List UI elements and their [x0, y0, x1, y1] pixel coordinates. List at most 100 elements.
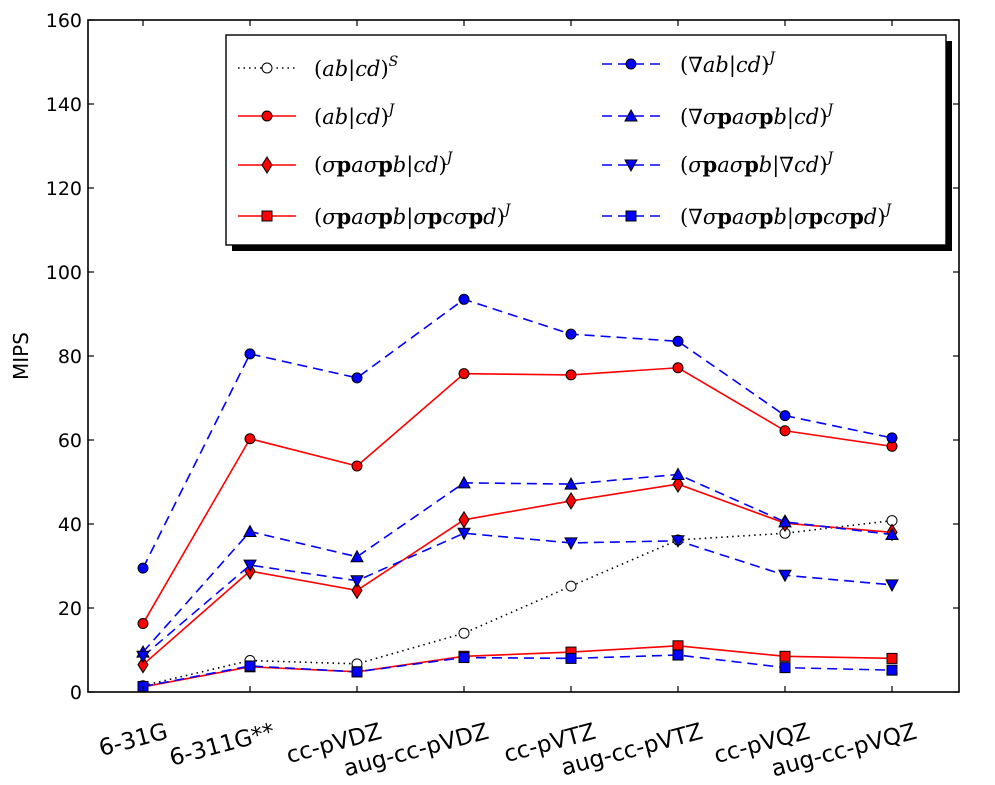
data-point — [672, 335, 684, 347]
data-point — [458, 510, 470, 529]
legend-entry-0: (ab|cd)S — [238, 54, 398, 82]
data-point — [137, 562, 149, 574]
y-tick-label: 60 — [58, 430, 82, 452]
data-point — [351, 666, 363, 678]
data-point — [564, 477, 578, 490]
y-tick-label: 20 — [58, 598, 82, 620]
legend-label-5: (∇σpaσpb|cd)J — [680, 102, 834, 130]
legend-label-3: (σpaσpb|σpcσpd)J — [314, 202, 512, 230]
legend-entry-7: (∇σpaσpb|σpcσpd)J — [602, 202, 892, 230]
legend-label-1: (ab|cd)J — [314, 102, 396, 130]
legend-marker — [261, 210, 273, 222]
series-line — [142, 519, 893, 687]
series-line — [142, 644, 893, 688]
data-point — [565, 328, 577, 340]
data-point — [672, 649, 684, 661]
data-point — [136, 650, 150, 664]
series-line — [142, 532, 893, 657]
data-point — [243, 524, 257, 538]
data-point — [565, 369, 577, 381]
data-point — [351, 460, 363, 472]
series-line — [142, 366, 893, 624]
data-point — [671, 467, 685, 480]
data-point — [350, 549, 364, 563]
y-tick-label: 100 — [46, 262, 82, 284]
series-line — [142, 654, 893, 688]
y-tick-label: 40 — [58, 514, 82, 536]
legend-entry-1: (ab|cd)J — [238, 102, 396, 130]
series-6 — [136, 527, 899, 664]
data-point — [351, 581, 363, 600]
y-tick-label: 0 — [70, 682, 82, 704]
data-point — [458, 368, 470, 380]
data-point — [457, 527, 471, 541]
legend-label-4: (∇ab|cd)J — [680, 50, 776, 78]
data-point — [458, 627, 470, 639]
series-5 — [136, 467, 899, 658]
series-line — [142, 473, 893, 653]
y-axis: 0 20 40 60 80 100 120 140 160 — [46, 10, 959, 704]
legend-label-2: (σpaσpb|cd)J — [314, 150, 454, 178]
legend-entry-4: (∇ab|cd)J — [602, 50, 776, 78]
data-point — [244, 433, 256, 445]
legend-marker — [261, 62, 273, 74]
data-point — [778, 569, 792, 583]
data-point — [351, 372, 363, 384]
legend-label-6: (σpaσpb|∇cd)J — [680, 150, 834, 178]
data-point — [779, 650, 791, 662]
data-point — [565, 580, 577, 592]
legend-marker — [624, 108, 638, 122]
series-4 — [137, 293, 898, 574]
y-tick-label: 80 — [58, 346, 82, 368]
legend-entry-3: (σpaσpb|σpcσpd)J — [238, 202, 512, 230]
data-point — [779, 425, 791, 437]
data-point — [671, 535, 685, 548]
data-point — [885, 527, 899, 540]
data-point — [350, 575, 364, 588]
data-point — [564, 537, 578, 550]
legend-marker — [624, 159, 638, 173]
data-point — [672, 475, 684, 494]
data-point — [885, 579, 899, 592]
legend-entry-5: (∇σpaσpb|cd)J — [602, 102, 834, 130]
y-tick-label: 120 — [46, 178, 82, 200]
legend-marker — [261, 156, 273, 174]
y-axis-label: MIPS — [9, 332, 33, 380]
data-point — [886, 652, 898, 664]
series-line — [142, 298, 893, 569]
x-tick-label: 6-311G** — [167, 719, 278, 772]
legend-box — [225, 34, 947, 246]
legend-marker — [625, 58, 637, 70]
data-point — [565, 491, 577, 510]
data-point — [244, 660, 256, 672]
data-point — [458, 293, 470, 305]
data-point — [886, 432, 898, 444]
legend-marker — [625, 210, 637, 222]
data-point — [458, 652, 470, 664]
data-point — [886, 664, 898, 676]
data-point — [137, 655, 149, 674]
x-tick-label: 6-31G — [96, 719, 170, 762]
legend-entry-2: (σpaσpb|cd)J — [238, 150, 454, 178]
legend-label-7: (∇σpaσpb|σpcσpd)J — [680, 202, 892, 230]
y-tick-label: 140 — [46, 94, 82, 116]
data-point — [779, 410, 791, 422]
data-point — [672, 362, 684, 374]
y-tick-label: 160 — [46, 10, 82, 32]
series-line — [142, 483, 893, 666]
plot-marks — [136, 293, 899, 693]
legend-label-0: (ab|cd)S — [314, 54, 398, 82]
legend: (ab|cd)S (ab|cd)J (σpaσpb|cd)J (σpaσpb|σ… — [225, 34, 952, 251]
data-point — [779, 662, 791, 674]
data-point — [457, 475, 471, 489]
legend-marker — [261, 110, 273, 122]
series-1 — [137, 362, 898, 630]
data-point — [672, 640, 684, 652]
data-point — [565, 652, 577, 664]
data-point — [137, 618, 149, 630]
data-point — [244, 348, 256, 360]
legend-entry-6: (σpaσpb|∇cd)J — [602, 150, 834, 178]
data-point — [243, 559, 257, 573]
data-point — [778, 514, 792, 528]
